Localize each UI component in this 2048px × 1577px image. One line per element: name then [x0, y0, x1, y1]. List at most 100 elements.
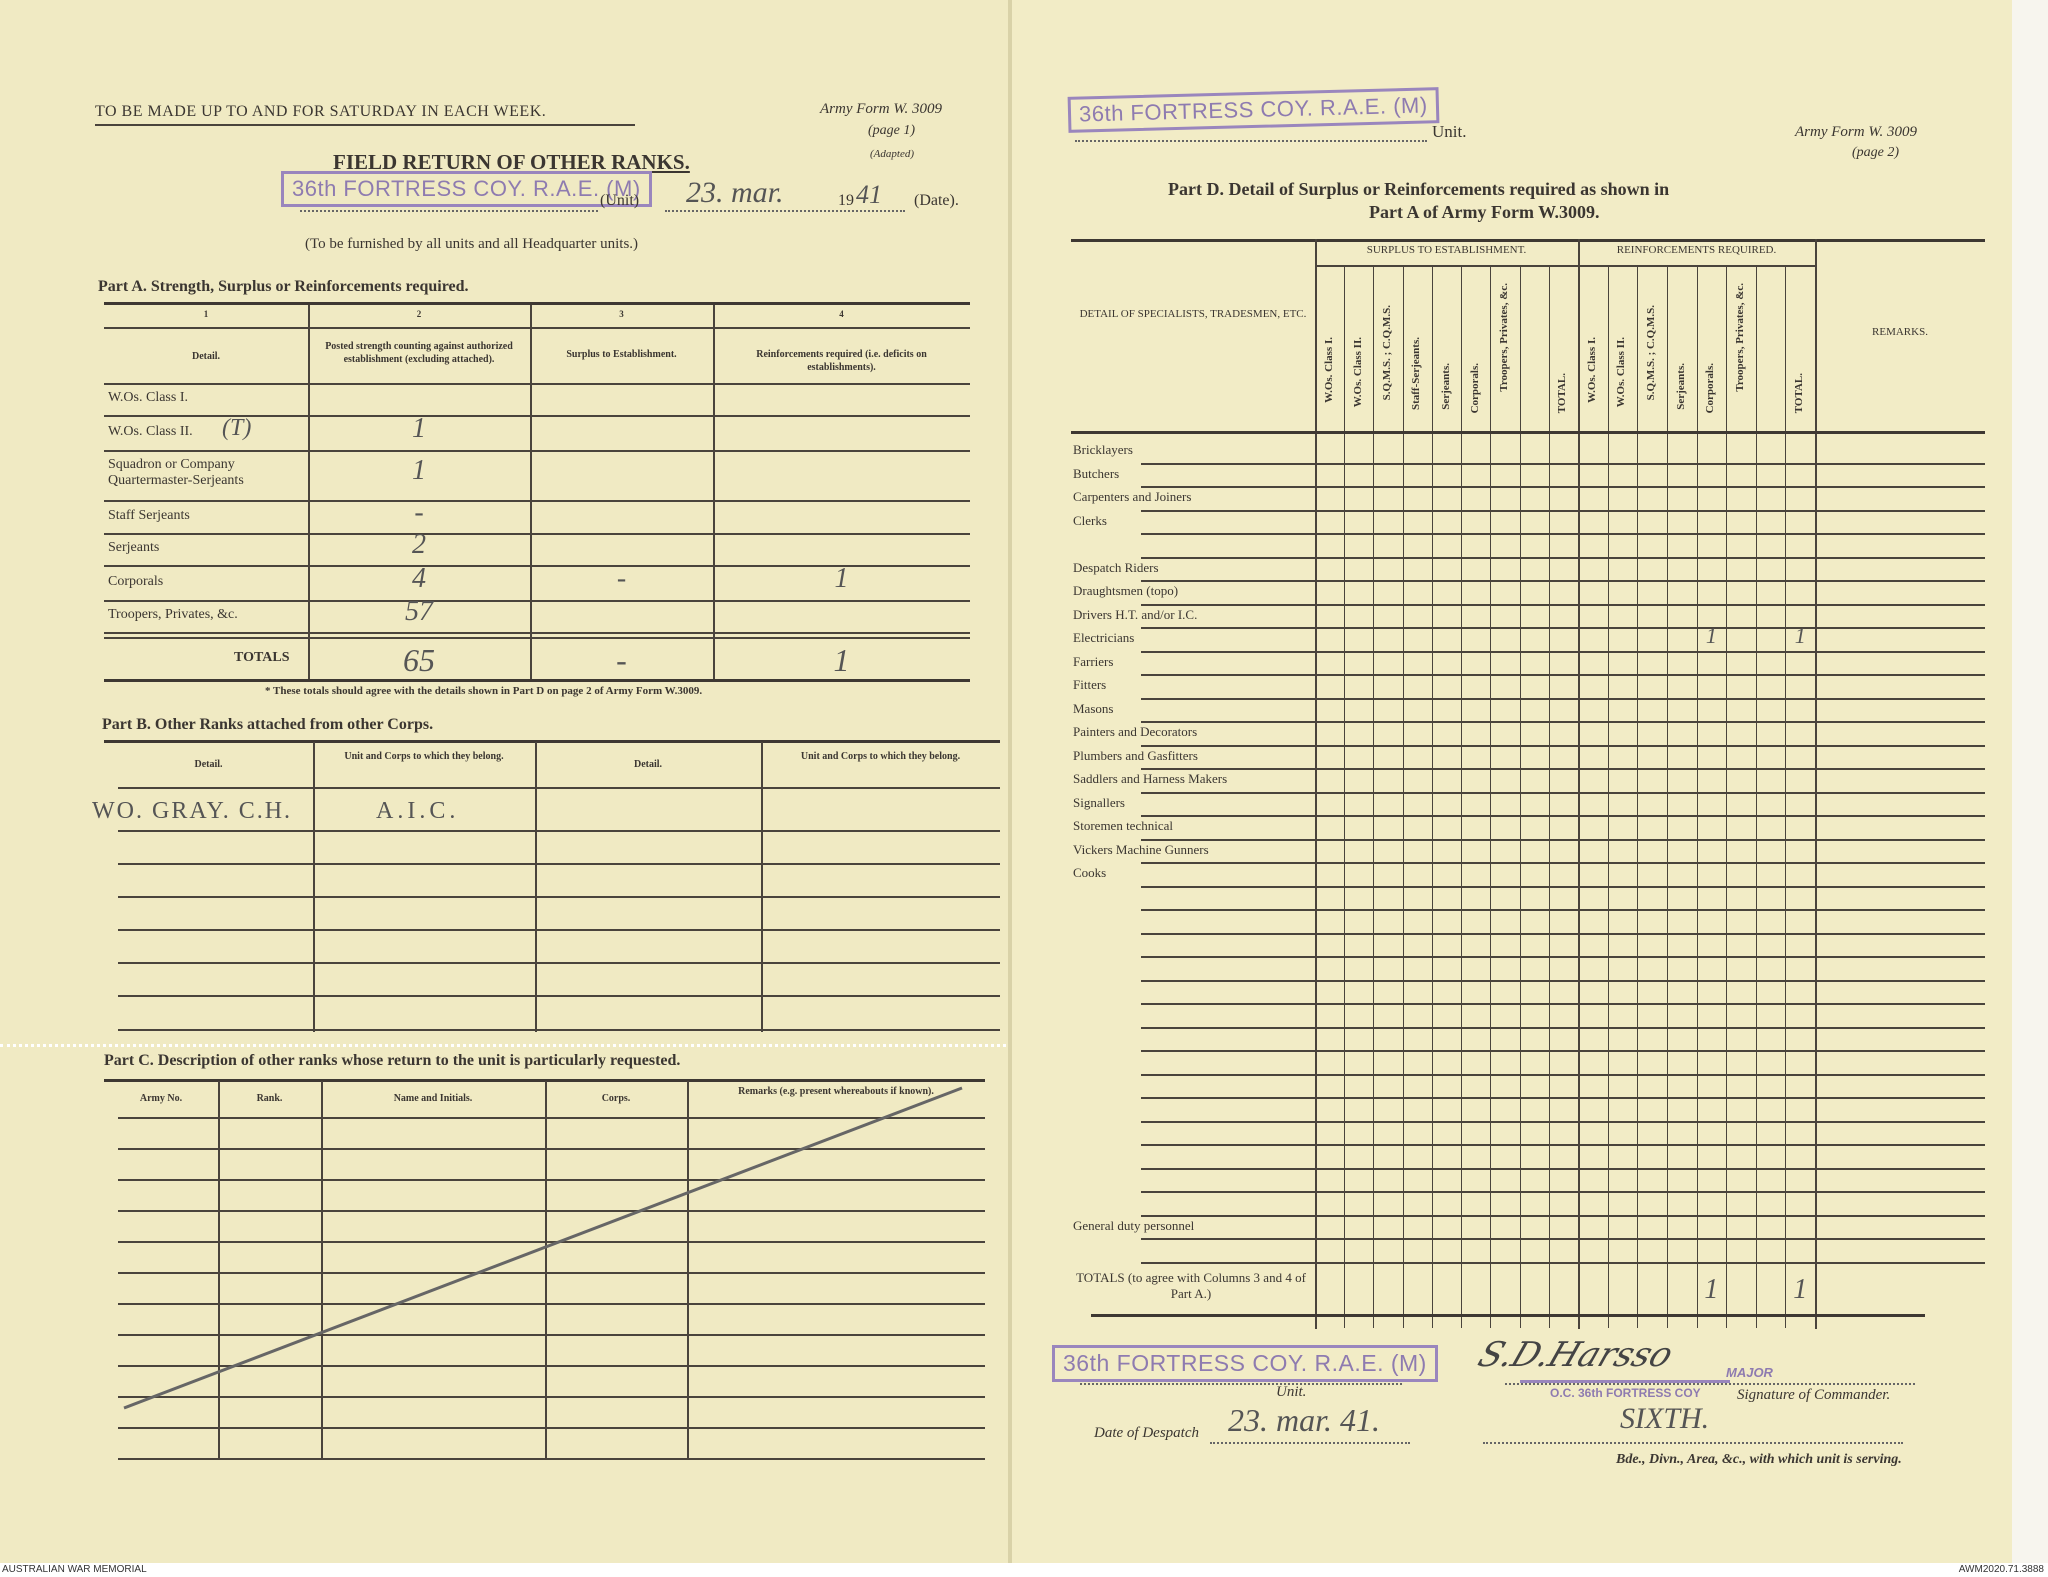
rule-line: [1071, 239, 1985, 242]
row-label: Serjeants: [108, 540, 160, 555]
reinforcement-col-header: Corporals.: [1704, 363, 1717, 414]
rule-line: [118, 1334, 985, 1336]
rule-line: [1141, 462, 1985, 465]
attached-unit: A.I.C.: [376, 798, 460, 824]
column-header: Detail.: [194, 759, 223, 770]
oc-stamp: O.C. 36th FORTRESS COY: [1550, 1386, 1701, 1400]
column-divider: [1607, 265, 1609, 1328]
rule-line: [118, 1117, 985, 1119]
unit-stamp: 36th FORTRESS COY. R.A.E. (M): [281, 171, 652, 207]
rule-line: [118, 1148, 985, 1150]
rule-line: [1141, 1261, 1985, 1264]
surplus-col-header: Serjeants.: [1439, 363, 1452, 410]
rule-line: [118, 929, 1000, 931]
surplus-col-header: TOTAL.: [1556, 373, 1569, 414]
surplus-col-header: Troopers, Privates, &c.: [1497, 283, 1510, 392]
rule-line: [1141, 697, 1985, 700]
surplus-col-header: W.Os. Class II.: [1351, 337, 1364, 408]
rule-line: [1141, 909, 1985, 911]
column-divider: [545, 1081, 547, 1458]
row-label: Troopers, Privates, &c.: [108, 607, 238, 622]
rule-line: [104, 600, 970, 602]
specialist-row-label: Cooks: [1073, 865, 1107, 880]
column-header: Detail.: [633, 759, 663, 770]
rule-line: [1141, 791, 1985, 794]
row-label: W.Os. Class I.: [108, 390, 188, 405]
column-divider: [1785, 265, 1787, 1328]
row-label: Squadron or Company Quartermaster-Serjea…: [108, 457, 244, 488]
rule-line: [104, 450, 970, 452]
rule-line: [1141, 650, 1985, 653]
commander-signature: S.D.Harsso: [1472, 1335, 1679, 1375]
part-c-heading: Part C. Description of other ranks whose…: [104, 1052, 681, 1069]
rule-line: [1141, 580, 1985, 582]
rule-line: [1141, 486, 1985, 488]
rule-line: [104, 1079, 985, 1082]
specialist-row-label: Farriers: [1073, 653, 1114, 669]
rule-line: [1141, 533, 1985, 535]
surplus-col-header: Corporals.: [1468, 363, 1481, 414]
totals-reinf-total: 1: [1793, 1273, 1808, 1305]
rule-line: [1141, 979, 1985, 982]
rule-line: [1141, 1097, 1985, 1099]
column-divider: [313, 742, 315, 1032]
rule-line: [104, 327, 970, 329]
column-divider: [1578, 239, 1580, 1329]
cell-posted: 1: [412, 455, 426, 486]
perforation-line: [0, 1044, 1006, 1047]
column-divider: [321, 1081, 323, 1458]
rule-line: [104, 632, 970, 634]
specialist-row-label: Storemen technical: [1073, 818, 1173, 833]
column-divider: [713, 305, 715, 679]
rule-line: [1141, 1026, 1985, 1029]
specialist-row-label: Despatch Riders: [1073, 559, 1159, 575]
totals-surplus: -: [616, 642, 627, 678]
form-page-2: [1012, 0, 2012, 1563]
column-divider: [530, 305, 532, 679]
rule-line: [1141, 1050, 1985, 1052]
archive-reference: AWM2020.71.3888: [1958, 1564, 2044, 1575]
column-header: Unit and Corps to which they belong.: [800, 751, 961, 762]
rule-line: [1141, 1003, 1985, 1005]
column-header: Name and Initials.: [393, 1093, 473, 1104]
totals-reinf: 1: [833, 642, 850, 678]
cell-posted: 57: [405, 596, 433, 627]
column-divider: [1637, 265, 1639, 1328]
rule-line: [104, 679, 970, 682]
column-header: Army No.: [139, 1093, 183, 1104]
surplus-col-header: S.Q.M.S. ; C.Q.M.S.: [1381, 305, 1394, 401]
surplus-header: SURPLUS TO ESTABLISHMENT.: [1366, 244, 1527, 256]
reinforcement-col-header: W.Os. Class I.: [1585, 337, 1598, 403]
column-header: Corps.: [601, 1093, 631, 1104]
rule-line: [104, 740, 1000, 743]
rule-line: [118, 962, 1000, 964]
form-page-1: [0, 0, 1010, 1563]
rule-line: [1141, 744, 1985, 747]
totals-label: TOTALS (to agree with Columns 3 and 4 of…: [1076, 1269, 1306, 1301]
column-divider: [218, 1081, 220, 1458]
column-number: 1: [203, 309, 209, 319]
specialist-row-label: Masons: [1073, 700, 1114, 716]
specialist-row-label: General duty personnel: [1073, 1217, 1195, 1233]
cell-reinf: 1: [834, 562, 849, 594]
rule-line: [104, 637, 970, 639]
reinforcement-col-header: W.Os. Class II.: [1615, 337, 1628, 408]
archive-strip: AUSTRALIAN WAR MEMORIAL AWM2020.71.3888: [0, 1563, 2048, 1577]
rule-line: [104, 415, 970, 417]
column-divider: [1344, 265, 1346, 1328]
reinforcements-header: REINFORCEMENTS REQUIRED.: [1616, 244, 1777, 256]
rule-line: [1141, 932, 1985, 935]
despatch-label: Date of Despatch: [1094, 1425, 1199, 1441]
rule-line: [1141, 1167, 1985, 1170]
specialist-row-label: Plumbers and Gasfitters: [1073, 747, 1198, 763]
rule-line: [118, 896, 1000, 898]
column-divider: [1431, 265, 1433, 1328]
column-divider: [1755, 265, 1757, 1328]
rule-line: [118, 1303, 985, 1305]
specialist-row-label: Vickers Machine Gunners: [1073, 841, 1209, 857]
rule-line: [104, 383, 970, 385]
specialist-row-label: Carpenters and Joiners: [1073, 489, 1192, 504]
despatch-date: 23. mar. 41.: [1228, 1402, 1381, 1438]
column-divider: [1726, 265, 1728, 1328]
rule-line: [104, 565, 970, 567]
